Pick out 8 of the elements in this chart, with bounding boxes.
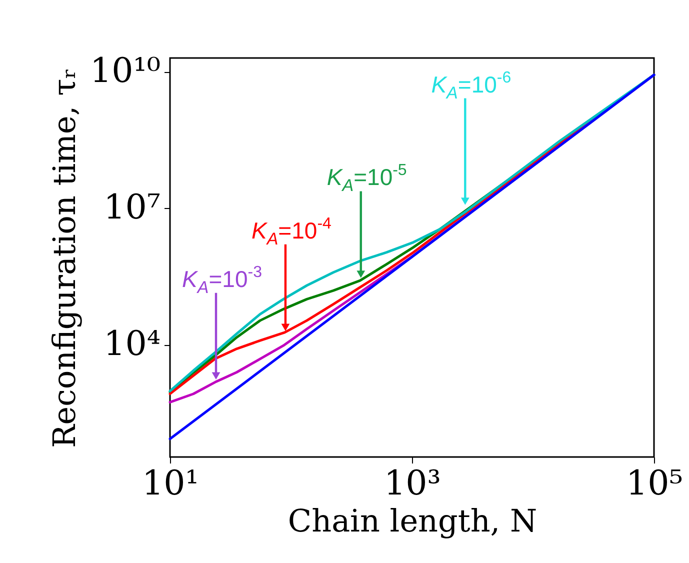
- y-tick-label: 10¹⁰: [90, 51, 160, 92]
- x-tick-label: 10³: [384, 464, 441, 504]
- y-axis-title: Reconfiguration time, τᵣ: [46, 68, 83, 448]
- y-tick-label: 10⁷: [104, 188, 160, 228]
- x-tick-label: 10⁵: [626, 464, 683, 504]
- x-tick-label: 10¹: [142, 464, 199, 504]
- x-axis-title: Chain length, N: [288, 504, 538, 540]
- y-tick-label: 10⁴: [104, 324, 160, 364]
